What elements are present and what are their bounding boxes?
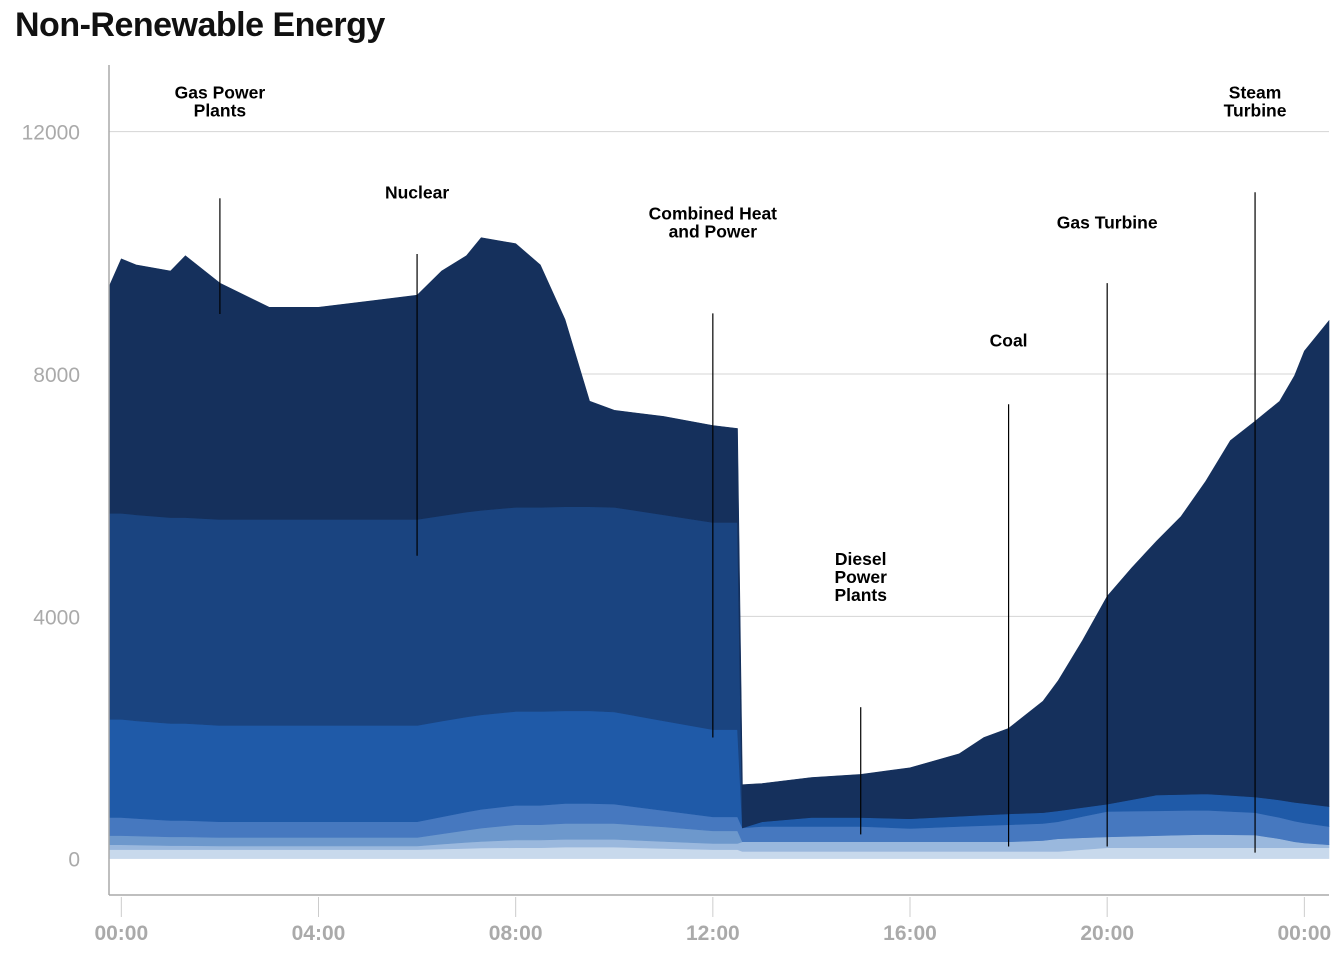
chart-title: Non-Renewable Energy [15, 6, 385, 44]
annotation-label: and Power [669, 221, 758, 241]
x-tick-label: 20:00 [1080, 922, 1134, 945]
annotation-label: Plants [834, 585, 887, 605]
y-tick-label: 0 [68, 849, 80, 872]
annotation-label: Gas Power [175, 82, 266, 102]
annotation-label: Nuclear [385, 182, 449, 202]
annotation-label: Diesel [835, 549, 887, 569]
annotation: Gas Turbine [1057, 213, 1158, 847]
x-tick-label: 00:00 [94, 922, 148, 945]
x-tick-label: 16:00 [883, 922, 937, 945]
annotation-label: Steam [1229, 82, 1282, 102]
annotation-label: Coal [990, 331, 1028, 351]
x-tick-label: 04:00 [292, 922, 346, 945]
y-tick-label: 8000 [33, 364, 80, 387]
annotation: Coal [990, 331, 1028, 847]
annotation-label: Plants [194, 100, 247, 120]
x-tick-label: 00:00 [1277, 922, 1331, 945]
y-tick-label: 12000 [22, 122, 80, 145]
area-layers [108, 237, 1330, 859]
x-tick-label: 12:00 [686, 922, 740, 945]
annotation-label: Gas Turbine [1057, 213, 1158, 233]
area-layer-7 [108, 237, 1330, 829]
y-tick-label: 4000 [33, 606, 80, 629]
x-tick-label: 08:00 [489, 922, 543, 945]
annotation-label: Power [834, 567, 887, 587]
annotation: Nuclear [385, 182, 449, 556]
axes: 0 4000 8000 12000 00:00 04:00 08:00 12:00 16:00 2… [22, 65, 1331, 945]
annotation-label: Turbine [1224, 100, 1287, 120]
annotation-label: Combined Heat [649, 203, 778, 223]
